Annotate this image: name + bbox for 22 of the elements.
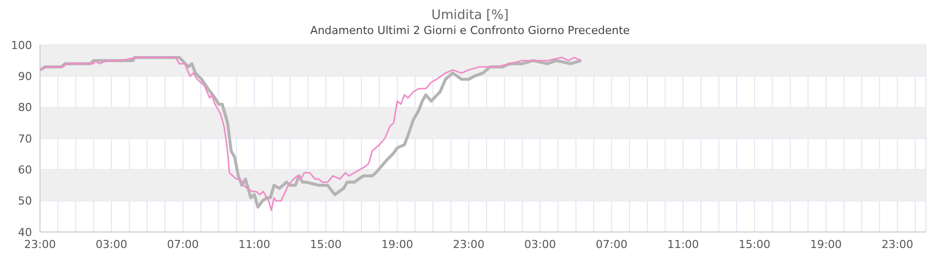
x-tick-label: 15:00 bbox=[738, 238, 770, 251]
x-tick-label: 19:00 bbox=[381, 238, 414, 251]
x-tick-label: 23:00 bbox=[882, 238, 914, 251]
x-tick-label: 19:00 bbox=[810, 238, 842, 251]
x-tick-label: 23:00 bbox=[24, 238, 56, 251]
x-tick-label: 15:00 bbox=[310, 238, 342, 251]
x-tick-label: 07:00 bbox=[167, 238, 199, 251]
y-tick-label: 40 bbox=[18, 226, 32, 239]
y-tick-label: 100 bbox=[11, 38, 32, 52]
x-tick-label: 03:00 bbox=[96, 238, 128, 251]
x-tick-label: 11:00 bbox=[238, 238, 270, 251]
y-tick-label: 50 bbox=[18, 194, 32, 208]
x-tick-label: 07:00 bbox=[596, 238, 628, 251]
chart-subtitle: Andamento Ultimi 2 Giorni e Confronto Giorno Precedente bbox=[309, 24, 631, 38]
x-tick-label: 11:00 bbox=[667, 238, 699, 251]
chart-title: Umidita [%] bbox=[430, 8, 510, 24]
y-tick-label: 60 bbox=[18, 164, 32, 177]
y-tick-label: 80 bbox=[18, 101, 32, 114]
x-tick-label: 03:00 bbox=[524, 238, 556, 251]
y-tick-label: 90 bbox=[18, 70, 32, 84]
x-tick-label: 23:00 bbox=[452, 238, 485, 251]
y-tick-label: 70 bbox=[18, 132, 32, 146]
